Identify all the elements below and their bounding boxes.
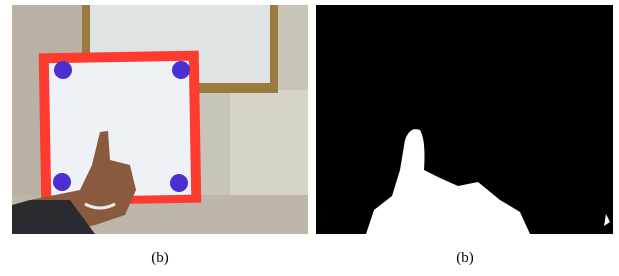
photo-left [12,5,308,234]
caption: (b) [415,250,515,267]
mask-right [316,5,613,234]
caption: (b) [110,250,210,267]
figure-images [0,0,619,276]
figure: (b) (b) [0,0,619,276]
